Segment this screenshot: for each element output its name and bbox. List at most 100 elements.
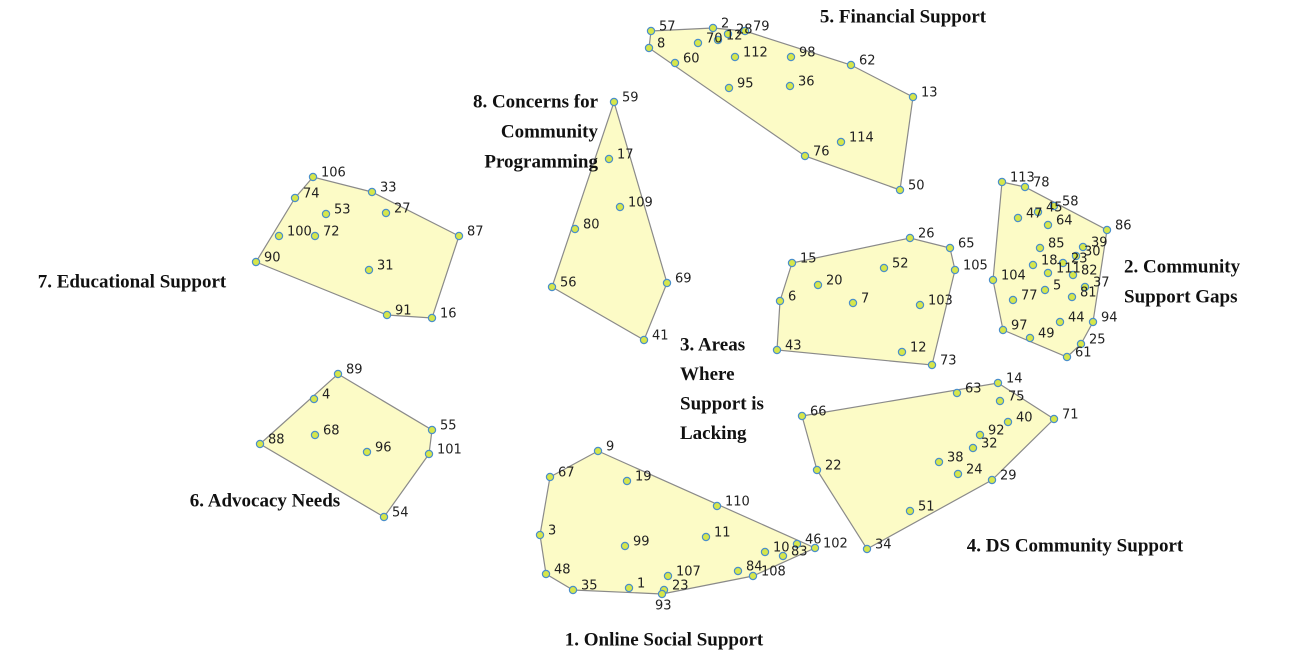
point-label: 62 (859, 54, 876, 69)
statement-point (670, 58, 680, 68)
point-label: 13 (921, 86, 938, 101)
statement-point (663, 571, 673, 581)
point-label: 92 (988, 424, 1005, 439)
point-label: 100 (287, 225, 312, 240)
point-label: 6 (788, 290, 796, 305)
point-label: 87 (467, 225, 484, 240)
statement-point (812, 465, 822, 475)
point-label: 10 (773, 541, 790, 556)
point-label: 82 (1081, 264, 1098, 279)
point-label: 11 (714, 526, 731, 541)
point-label: 18 (1041, 254, 1058, 269)
point-label: 23 (1071, 252, 1088, 267)
statement-point (1028, 260, 1038, 270)
point-label: 74 (303, 187, 320, 202)
point-label: 104 (1001, 269, 1026, 284)
statement-point (251, 257, 261, 267)
point-label: 35 (581, 579, 598, 594)
point-label: 2 (721, 17, 729, 32)
statement-point (1049, 414, 1059, 424)
point-label: 83 (791, 545, 808, 560)
point-label: 112 (743, 46, 768, 61)
dot-layer (251, 23, 1112, 599)
point-label: 1 (637, 577, 645, 592)
statement-point (905, 233, 915, 243)
statement-point (1080, 282, 1090, 292)
statement-point (1025, 333, 1035, 343)
statement-point (310, 231, 320, 241)
point-label: 22 (825, 459, 842, 474)
statement-point (535, 530, 545, 540)
point-label: 77 (1021, 289, 1038, 304)
cluster-label: Community (501, 121, 599, 142)
point-label: 98 (799, 46, 816, 61)
point-label: 106 (321, 166, 346, 181)
statement-point (778, 551, 788, 561)
point-label: 65 (958, 237, 975, 252)
statement-point (424, 449, 434, 459)
point-label: 96 (375, 441, 392, 456)
statement-point (333, 369, 343, 379)
point-label: 29 (1000, 469, 1017, 484)
point-label: 49 (1038, 327, 1055, 342)
statement-point (785, 81, 795, 91)
cluster-label: 1. Online Social Support (565, 629, 764, 650)
point-label: 113 (1010, 171, 1035, 186)
point-label: 57 (659, 20, 676, 35)
cluster-label: 3. Areas (680, 334, 745, 355)
point-label: 45 (1046, 201, 1063, 216)
statement-point (570, 224, 580, 234)
point-label: 61 (1075, 346, 1092, 361)
cluster-label: Support Gaps (1124, 286, 1238, 307)
point-label: 3 (548, 524, 556, 539)
point-label: 48 (554, 563, 571, 578)
cluster-label: Lacking (680, 423, 747, 444)
point-label: 71 (1062, 408, 1079, 423)
point-label: 53 (334, 203, 351, 218)
statement-point (733, 566, 743, 576)
statement-point (609, 97, 619, 107)
point-label: 93 (655, 599, 672, 614)
statement-point (772, 345, 782, 355)
statement-point (255, 439, 265, 449)
statement-point (379, 512, 389, 522)
cluster-area (255, 176, 460, 319)
statement-point (748, 571, 758, 581)
point-label: 68 (323, 424, 340, 439)
statement-point (639, 335, 649, 345)
statement-point (813, 280, 823, 290)
statement-point (593, 446, 603, 456)
statement-point (945, 243, 955, 253)
point-label: 20 (826, 274, 843, 289)
point-label: 43 (785, 339, 802, 354)
point-label: 26 (918, 227, 935, 242)
point-label: 50 (908, 179, 925, 194)
cluster-label: 4. DS Community Support (967, 535, 1184, 556)
statement-point (1102, 225, 1112, 235)
point-label: 55 (440, 419, 457, 434)
statement-point (1013, 213, 1023, 223)
point-label: 51 (918, 500, 935, 515)
statement-point (1071, 251, 1081, 261)
statement-point (760, 547, 770, 557)
statement-point (693, 38, 703, 48)
statement-point (730, 52, 740, 62)
statement-point (381, 208, 391, 218)
statement-point (367, 187, 377, 197)
point-label: 23 (672, 579, 689, 594)
point-label: 12 (910, 341, 927, 356)
point-label: 16 (440, 307, 457, 322)
statement-point (309, 394, 319, 404)
statement-point (701, 532, 711, 542)
point-label: 7 (861, 292, 869, 307)
statement-point (310, 430, 320, 440)
statement-point (934, 457, 944, 467)
point-label: 103 (928, 294, 953, 309)
statement-point (1033, 207, 1043, 217)
point-label: 58 (1062, 195, 1079, 210)
statement-point (792, 539, 802, 549)
point-label: 79 (753, 20, 770, 35)
statement-point (987, 475, 997, 485)
point-label: 9 (606, 440, 614, 455)
